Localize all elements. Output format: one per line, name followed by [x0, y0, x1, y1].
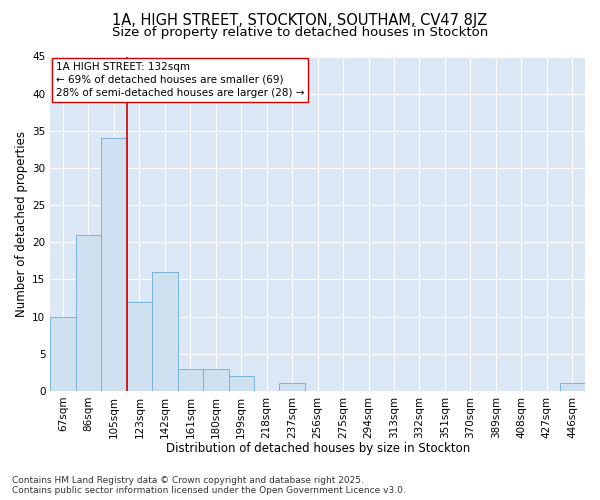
Bar [560, 384, 585, 391]
Bar [152, 272, 178, 391]
Bar [280, 384, 305, 391]
Bar [229, 376, 254, 391]
Bar [178, 368, 203, 391]
Bar [101, 138, 127, 391]
Bar [127, 302, 152, 391]
Y-axis label: Number of detached properties: Number of detached properties [15, 130, 28, 316]
Bar [76, 235, 101, 391]
Text: 1A HIGH STREET: 132sqm
← 69% of detached houses are smaller (69)
28% of semi-det: 1A HIGH STREET: 132sqm ← 69% of detached… [56, 62, 304, 98]
Text: Size of property relative to detached houses in Stockton: Size of property relative to detached ho… [112, 26, 488, 39]
Bar [50, 316, 76, 391]
Text: 1A, HIGH STREET, STOCKTON, SOUTHAM, CV47 8JZ: 1A, HIGH STREET, STOCKTON, SOUTHAM, CV47… [112, 12, 488, 28]
Bar [203, 368, 229, 391]
Text: Contains HM Land Registry data © Crown copyright and database right 2025.
Contai: Contains HM Land Registry data © Crown c… [12, 476, 406, 495]
X-axis label: Distribution of detached houses by size in Stockton: Distribution of detached houses by size … [166, 442, 470, 455]
